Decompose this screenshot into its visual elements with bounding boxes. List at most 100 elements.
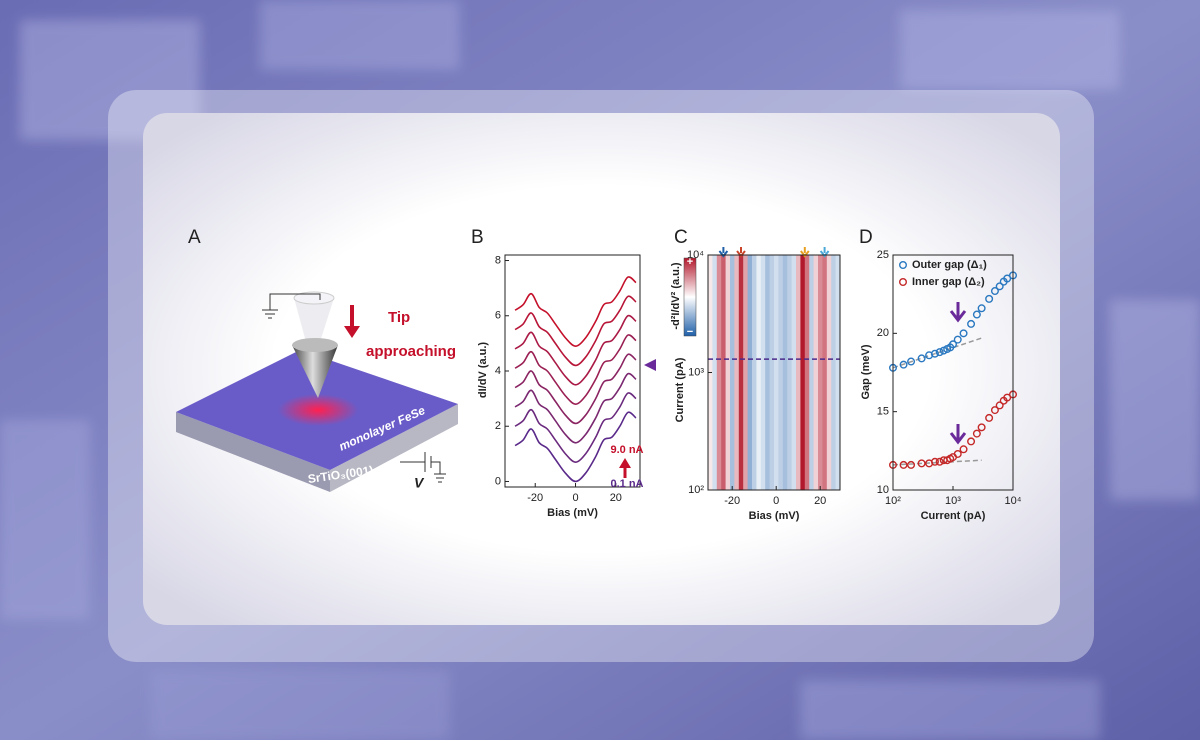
- heatmap-cell: [813, 255, 819, 490]
- panel-a: A Tip approaching monolayer FeSe SrTiO₃(…: [176, 227, 458, 492]
- data-point: [995, 401, 1004, 410]
- data-point: [899, 360, 908, 369]
- x-tick-label: 10²: [885, 495, 901, 507]
- data-point: [967, 319, 976, 328]
- data-point: [972, 429, 981, 438]
- heatmap-cell: [787, 255, 793, 490]
- data-point: [977, 304, 986, 313]
- colorbar-tick-label: +: [687, 256, 693, 268]
- legend-marker: [899, 278, 908, 287]
- data-point: [917, 354, 926, 363]
- x-tick-label: 10⁴: [1005, 495, 1022, 507]
- heatmap-cell: [712, 255, 718, 490]
- y-tick-label: 2: [495, 420, 501, 432]
- tunnel-glow: [278, 394, 358, 426]
- figure-card: [143, 113, 1060, 625]
- panel-label: C: [674, 227, 688, 248]
- heatmap-cell: [725, 255, 731, 490]
- data-point: [907, 357, 916, 366]
- heatmap-cell: [809, 255, 815, 490]
- heatmap-cell: [730, 255, 735, 490]
- data-point: [935, 348, 944, 357]
- plot-frame: [504, 254, 641, 488]
- voltage-label: V: [414, 475, 425, 491]
- y-tick-label: 10: [877, 484, 889, 496]
- heatmap-cell: [738, 255, 744, 490]
- x-tick-label: 20: [814, 495, 826, 507]
- spectrum-line: [514, 372, 637, 444]
- colorbar: [683, 257, 697, 337]
- fit-line: [892, 459, 982, 466]
- data-point: [953, 335, 962, 344]
- data-point: [935, 457, 944, 466]
- heatmap-cell: [835, 255, 841, 490]
- data-point: [953, 449, 962, 458]
- x-axis-label: Bias (mV): [749, 510, 800, 522]
- heatmap-cell: [760, 255, 766, 490]
- colorbar-tick-label: −: [687, 326, 693, 338]
- data-point: [985, 413, 994, 422]
- tip-label: Tip: [388, 309, 410, 326]
- heatmap-cell: [791, 255, 797, 490]
- peak-marker: [718, 247, 729, 258]
- legend-marker: [899, 261, 908, 270]
- slab-front: [176, 412, 330, 492]
- legend-label: Inner gap (Δ₂): [912, 276, 985, 288]
- circuit: [262, 293, 321, 319]
- y-tick-label: 6: [495, 310, 501, 322]
- tip-label: approaching: [366, 343, 456, 360]
- data-point: [959, 445, 968, 454]
- heatmap-cell: [818, 255, 823, 490]
- data-point: [985, 294, 994, 303]
- heatmap-cell: [747, 255, 753, 490]
- panel-label: B: [471, 227, 484, 248]
- y-axis-label: Gap (meV): [860, 344, 872, 399]
- heatmap-cell: [756, 255, 762, 490]
- x-axis-label: Bias (mV): [547, 507, 598, 519]
- x-tick-label: 10³: [945, 495, 961, 507]
- peak-marker: [736, 247, 746, 258]
- heatmap-cell: [765, 255, 771, 490]
- b-current-arrowhead: [619, 458, 631, 468]
- data-point: [917, 459, 926, 468]
- y-axis-label: dI/dV (a.u.): [477, 342, 489, 399]
- y-tick-label: 20: [877, 327, 889, 339]
- tip-shank: [294, 298, 334, 342]
- tip-cone-top: [292, 338, 338, 352]
- panel-label: D: [859, 227, 873, 248]
- y-tick-label: 10²: [688, 484, 704, 496]
- spectrum-line: [514, 314, 637, 386]
- data-point: [1003, 274, 1012, 283]
- heatmap-cell: [804, 255, 810, 490]
- spectrum-line: [514, 353, 637, 425]
- heatmap-cell: [800, 255, 806, 490]
- y-tick-label: 15: [877, 406, 889, 418]
- x-tick-label: 0: [773, 495, 779, 507]
- heatmap-cell: [826, 255, 832, 490]
- y-axis-label: Current (pA): [674, 357, 686, 422]
- spectrum-line: [514, 411, 637, 483]
- plot-frame: [892, 254, 1014, 491]
- heatmap-cell: [774, 255, 779, 490]
- data-point: [959, 329, 968, 338]
- y-tick-label: 4: [495, 365, 501, 377]
- spectrum-line: [514, 334, 637, 405]
- heatmap-cell: [782, 255, 788, 490]
- data-point: [995, 282, 1004, 291]
- tip-cone: [292, 345, 338, 398]
- heatmap-cell: [734, 255, 740, 490]
- heatmap-cell: [752, 255, 757, 490]
- heatmap-cell: [716, 255, 722, 490]
- y-tick-label: 0: [495, 475, 501, 487]
- data-point: [972, 310, 981, 319]
- slab-side: [330, 404, 458, 492]
- peak-marker: [819, 247, 830, 258]
- panel-label: A: [188, 227, 201, 248]
- b-purple-arrow: [644, 359, 656, 371]
- heatmap-cell: [796, 255, 801, 490]
- y-tick-label: 10³: [688, 366, 704, 378]
- data-point: [949, 340, 958, 349]
- spectrum-line: [514, 392, 637, 463]
